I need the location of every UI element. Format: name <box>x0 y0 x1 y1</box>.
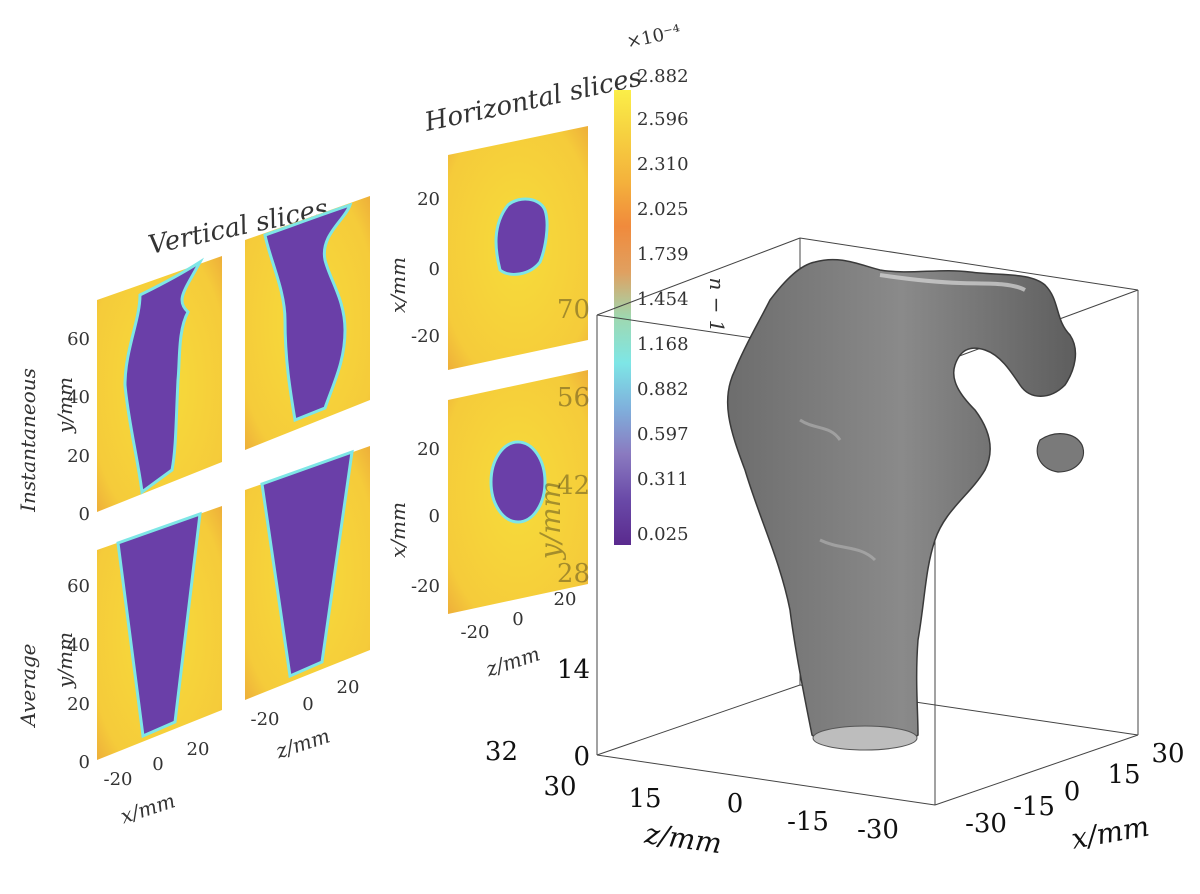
volume-x-tick: 0 <box>1064 777 1081 807</box>
y-ticks-instantaneous: 0 20 40 60 <box>67 329 90 525</box>
x-ticks-average-z: -20 0 20 <box>251 677 360 730</box>
volume-x-tick: 15 <box>1107 760 1140 790</box>
colorbar-tick: 2.025 <box>637 199 689 220</box>
x-tick: 0 <box>512 609 523 630</box>
volume-y-tick: 28 <box>557 559 590 589</box>
panel-horizontal-average <box>448 370 588 614</box>
x-ticks-average-x: -20 0 20 <box>104 739 210 790</box>
volume-z-tick: -30 <box>857 815 899 845</box>
volume-corner-tick: 32 <box>485 737 518 767</box>
y-tick: 60 <box>67 329 90 350</box>
colorbar-tick: 0.311 <box>637 469 689 490</box>
y-tick: 20 <box>417 189 440 210</box>
volume-z-tick: -15 <box>787 807 829 837</box>
y-tick: 60 <box>67 576 90 597</box>
volume-y-tick: 56 <box>557 383 590 413</box>
colorbar-tick: 1.168 <box>637 334 689 355</box>
x-ticks-horizontal: -20 0 20 <box>461 589 577 643</box>
colorbar-ticks: 2.882 2.596 2.310 2.025 1.739 1.454 1.16… <box>637 66 689 545</box>
x-tick: 20 <box>187 739 210 760</box>
colorbar-tick: 0.025 <box>637 524 689 545</box>
colorbar-tick: 1.454 <box>637 289 689 310</box>
colorbar-tick: 2.596 <box>637 109 689 130</box>
panel-horizontal-instantaneous <box>448 126 588 370</box>
y-label-average: y/mm <box>53 632 77 689</box>
colorbar-label: n − 1 <box>705 277 729 332</box>
x-label-horizontal-bottom: x/mm <box>386 502 410 558</box>
y-ticks-horizontal-top: 20 0 -20 <box>411 189 440 347</box>
plume-isosurface <box>726 258 1084 751</box>
panel-average-x <box>97 506 222 760</box>
colorbar: ×10⁻⁴ n − 1 2.882 2.596 2.310 2.025 1.73… <box>614 21 729 545</box>
y-tick: 0 <box>79 752 90 773</box>
panel-instantaneous-x <box>97 256 222 512</box>
y-tick: 20 <box>417 439 440 460</box>
volume-x-label: x/mm <box>1069 810 1152 856</box>
y-ticks-average: 0 20 40 60 <box>67 576 90 773</box>
volume-y-tick: 42 <box>557 471 590 501</box>
y-label-instantaneous: y/mm <box>53 377 77 434</box>
volume-y-tick: 14 <box>557 655 590 685</box>
volume-x-tick: 30 <box>1151 739 1184 769</box>
row-label-average: Average <box>16 644 40 729</box>
x-tick: -20 <box>104 769 133 790</box>
x-label-horizontal-top: x/mm <box>386 257 410 313</box>
y-tick: 20 <box>67 694 90 715</box>
colorbar-tick: 0.882 <box>637 379 689 400</box>
volume-z-tick: 0 <box>727 789 744 819</box>
y-tick: 20 <box>67 446 90 467</box>
colorbar-tick: 2.310 <box>637 154 689 175</box>
volume-z-tick: 30 <box>543 772 576 802</box>
volume-y-tick: 0 <box>573 742 590 772</box>
y-ticks-horizontal-bottom: 20 0 -20 <box>411 439 440 597</box>
volume-z-ticks: 30 15 0 -15 -30 <box>543 772 898 845</box>
volume-z-label: z/mm <box>642 817 724 861</box>
colorbar-tick: 2.882 <box>637 66 689 87</box>
volume-x-tick: -15 <box>1013 792 1055 822</box>
x-tick: 20 <box>337 677 360 698</box>
volume-z-tick: 15 <box>628 784 661 814</box>
panel-instantaneous-z <box>245 196 370 450</box>
y-tick: 0 <box>429 259 440 280</box>
x-tick: -20 <box>251 709 280 730</box>
volume-y-tick: 70 <box>557 295 590 325</box>
z-label-vertical: z/mm <box>272 723 333 763</box>
x-tick: 20 <box>554 589 577 610</box>
horizontal-slices-title: Horizontal slices <box>421 63 644 138</box>
y-tick: 0 <box>79 504 90 525</box>
row-label-instantaneous: Instantaneous <box>16 368 40 513</box>
volume-x-tick: -30 <box>965 809 1007 839</box>
x-tick: 0 <box>152 754 163 775</box>
x-label-vertical: x/mm <box>118 788 179 828</box>
volume-y-ticks: 70 56 42 28 <box>557 295 590 589</box>
colorbar-exponent: ×10⁻⁴ <box>625 21 683 53</box>
y-tick: 40 <box>67 387 90 408</box>
y-tick: 0 <box>429 506 440 527</box>
y-tick: 40 <box>67 635 90 656</box>
z-label-horizontal: z/mm <box>482 641 543 681</box>
panel-average-z <box>245 446 370 700</box>
volume-x-ticks: -30 -15 0 15 30 <box>965 739 1184 839</box>
x-tick: 0 <box>302 694 313 715</box>
x-tick: -20 <box>461 622 490 643</box>
colorbar-tick: 0.597 <box>637 424 689 445</box>
volume-y-label: y/mm <box>534 481 567 561</box>
y-tick: -20 <box>411 326 440 347</box>
colorbar-tick: 1.739 <box>637 244 689 265</box>
y-tick: -20 <box>411 576 440 597</box>
